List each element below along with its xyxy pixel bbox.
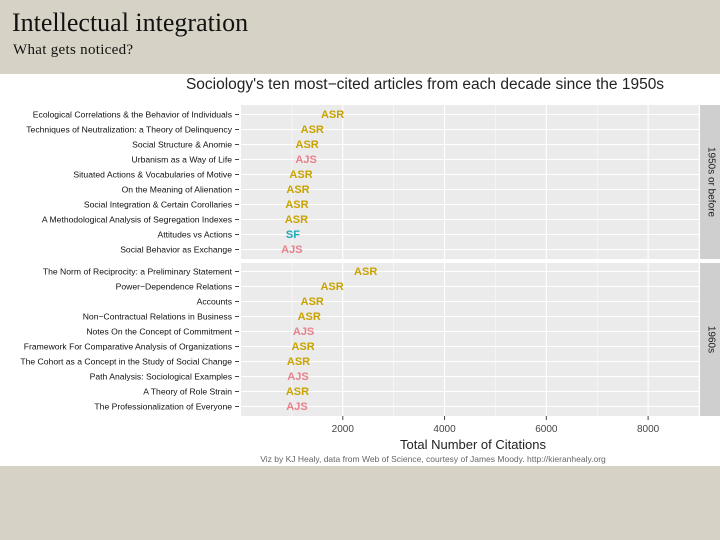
category-label: Accounts (197, 297, 232, 307)
x-tick-label: 4000 (433, 424, 456, 435)
category-label: Notes On the Concept of Commitment (86, 327, 232, 337)
slide-header: Intellectual integration What gets notic… (0, 0, 720, 74)
x-axis-title: Total Number of Citations (400, 437, 546, 452)
facet-strip (700, 105, 720, 259)
slide-subtitle: What gets noticed? (13, 42, 134, 58)
facet-panel: 1950s or before Ecological Correlations &… (26, 105, 720, 259)
data-point-label: AJS (286, 401, 307, 413)
data-point-label: AJS (293, 326, 314, 338)
category-label: The Cohort as a Concept in the Study of … (20, 357, 232, 367)
category-label: Non−Contractual Relations in Business (83, 312, 232, 322)
facet-label: 1950s or before (706, 147, 717, 217)
facet-panel: 1960s The Norm of Reciprocity: a Prelimin… (20, 263, 720, 416)
panel-background (241, 105, 699, 259)
data-point-label: ASR (289, 169, 312, 181)
data-point-label: AJS (281, 244, 302, 256)
data-point-label: ASR (354, 266, 377, 278)
panel-background (241, 263, 699, 416)
category-label: The Norm of Reciprocity: a Preliminary S… (43, 267, 233, 277)
x-tick-label: 8000 (637, 424, 660, 435)
category-label: Situated Actions & Vocabularies of Motiv… (73, 170, 232, 180)
data-point-label: ASR (320, 281, 343, 293)
citations-dot-chart: Sociology's ten most−cited articles from… (20, 76, 720, 464)
category-label: A Methodological Analysis of Segregation… (42, 215, 232, 225)
data-point-label: AJS (295, 154, 316, 166)
data-point-label: ASR (321, 109, 344, 121)
data-point-label: ASR (285, 199, 308, 211)
data-point-label: AJS (287, 371, 308, 383)
category-label: Ecological Correlations & the Behavior o… (33, 110, 232, 120)
data-point-label: ASR (286, 386, 309, 398)
chart-title: Sociology's ten most−cited articles from… (186, 76, 664, 93)
slide-title: Intellectual integration (12, 8, 249, 37)
slide-footer (0, 466, 720, 540)
data-point-label: ASR (301, 296, 324, 308)
category-label: On the Meaning of Alienation (122, 185, 233, 195)
category-label: Power−Dependence Relations (116, 282, 232, 292)
data-point-label: ASR (291, 341, 314, 353)
facet-strip (700, 263, 720, 416)
category-label: Framework For Comparative Analysis of Or… (24, 342, 232, 352)
facet-label: 1960s (706, 326, 717, 353)
category-label: A Theory of Role Strain (143, 387, 232, 397)
chart-caption: Viz by KJ Healy, data from Web of Scienc… (260, 454, 606, 464)
data-point-label: ASR (285, 214, 308, 226)
data-point-label: ASR (296, 139, 319, 151)
category-label: Social Structure & Anomie (132, 140, 232, 150)
data-point-label: ASR (298, 311, 321, 323)
chart-figure: Sociology's ten most−cited articles from… (0, 74, 720, 466)
data-point-label: ASR (301, 124, 324, 136)
x-tick-label: 6000 (535, 424, 558, 435)
x-tick-label: 2000 (332, 424, 355, 435)
data-point-label: ASR (287, 356, 310, 368)
category-label: Attitudes vs Actions (157, 230, 232, 240)
category-label: Techniques of Neutralization: a Theory o… (26, 125, 232, 135)
category-label: Social Behavior as Exchange (120, 245, 232, 255)
category-label: Path Analysis: Sociological Examples (90, 372, 232, 382)
category-label: Social Integration & Certain Corollaries (84, 200, 232, 210)
data-point-label: ASR (286, 184, 309, 196)
data-point-label: SF (286, 229, 300, 241)
category-label: Urbanism as a Way of Life (132, 155, 233, 165)
category-label: The Professionalization of Everyone (94, 402, 232, 412)
